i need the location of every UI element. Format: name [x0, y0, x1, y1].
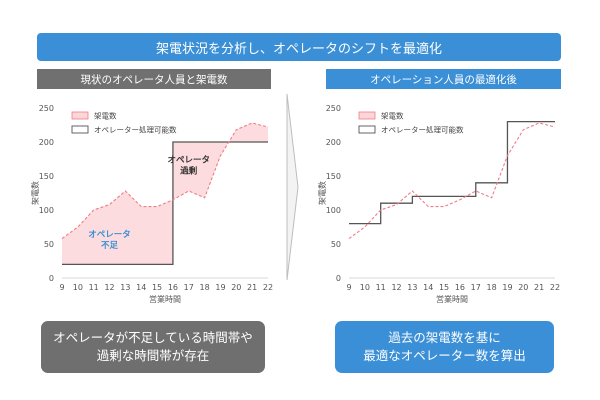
x-tick-label: 17 — [184, 283, 194, 292]
y-tick-label: 0 — [336, 274, 341, 283]
y-tick-label: 250 — [326, 104, 341, 113]
chart-svg-current: 0 50 100 150 200 250 9 10 11 12 13 14 15 16 17 18 19 20 21… — [30, 104, 273, 304]
callout-line-2: 最適なオペレーター数を算出 — [363, 348, 526, 363]
callout-line-1: 過去の架電数を基に — [388, 330, 501, 345]
legend-label-capacity: オペレーター処理可能数 — [94, 125, 177, 135]
current-staffing-chart: 0 50 100 150 200 250 9 10 11 12 13 14 15 16 17 18 19 20 21… — [28, 96, 278, 311]
x-tick-label: 16 — [168, 283, 178, 292]
legend-label-calls: 架電数 — [381, 111, 404, 121]
x-tick-label: 18 — [200, 283, 210, 292]
x-tick-label: 15 — [439, 283, 449, 292]
x-tick-label: 13 — [120, 283, 130, 292]
x-tick-label: 21 — [247, 283, 257, 292]
y-tick-label: 0 — [49, 274, 54, 283]
optimized-staffing-chart: 0 50 100 150 200 250 9 10 11 12 13 14 15 16 17 18 19 20 21… — [315, 96, 565, 311]
x-tick-label: 10 — [360, 283, 370, 292]
annotation-line-1: オペレータ — [168, 154, 211, 165]
chart-svg-optimized: 0 50 100 150 200 250 9 10 11 12 13 14 15 16 17 18 19 20 21… — [317, 104, 560, 304]
series-line-calls — [348, 122, 556, 240]
legend-label-calls: 架電数 — [94, 111, 117, 121]
page-banner: 架電状況を分析し、オペレータのシフトを最適化 — [37, 33, 561, 61]
series-line-capacity — [62, 141, 268, 266]
gap-area — [62, 122, 268, 265]
x-tick-label: 10 — [73, 283, 83, 292]
optimized-state-callout: 過去の架電数を基に 最適なオペレーター数を算出 — [335, 321, 554, 373]
callout-line-2: 過剰な時間帯が存在 — [96, 348, 210, 363]
callout-line-1: オペレータが不足している時間帯や — [53, 330, 253, 345]
x-tick-label: 16 — [455, 283, 465, 292]
x-tick-label: 11 — [376, 283, 386, 292]
x-tick-label: 14 — [136, 283, 146, 292]
x-tick-label: 13 — [407, 283, 417, 292]
x-tick-label: 14 — [423, 283, 433, 292]
x-axis-title: 営業時間 — [149, 294, 181, 304]
x-axis-title: 営業時間 — [436, 294, 468, 304]
y-tick-label: 200 — [326, 138, 341, 147]
y-tick-label: 150 — [39, 172, 54, 181]
annotation-line-1: オペレータ — [88, 229, 131, 240]
series-line-capacity — [349, 120, 555, 225]
x-tick-label: 9 — [59, 283, 64, 292]
y-tick-label: 50 — [331, 240, 341, 249]
optimized-state-header: オペレーション人員の最適化後 — [326, 69, 561, 89]
legend-label-capacity: オペレーター処理可能数 — [381, 125, 464, 135]
y-tick-label: 200 — [39, 138, 54, 147]
y-tick-label: 100 — [39, 206, 54, 215]
x-tick-label: 19 — [502, 283, 512, 292]
x-tick-label: 9 — [346, 283, 351, 292]
current-state-callout: オペレータが不足している時間帯や 過剰な時間帯が存在 — [41, 321, 265, 373]
y-tick-label: 100 — [326, 206, 341, 215]
y-tick-label: 250 — [39, 104, 54, 113]
legend-swatch-capacity — [358, 125, 376, 134]
y-tick-label: 50 — [44, 240, 54, 249]
x-tick-label: 19 — [215, 283, 225, 292]
series-line-calls — [61, 122, 269, 240]
annotation-line-2: 過剰 — [179, 165, 197, 176]
x-tick-label: 12 — [104, 283, 114, 292]
x-tick-label: 17 — [471, 283, 481, 292]
x-tick-label: 18 — [487, 283, 497, 292]
x-tick-label: 22 — [263, 283, 273, 292]
x-tick-label: 21 — [534, 283, 544, 292]
legend-swatch-calls — [358, 111, 376, 120]
x-tick-label: 12 — [391, 283, 401, 292]
chevron-right-icon — [286, 93, 299, 281]
x-tick-label: 20 — [518, 283, 528, 292]
current-state-header: 現状のオペレータ人員と架電数 — [37, 69, 271, 89]
y-axis-title: 架電数 — [30, 181, 40, 205]
y-axis-title: 架電数 — [317, 181, 327, 205]
y-tick-label: 150 — [326, 172, 341, 181]
legend-swatch-capacity — [71, 125, 89, 134]
annotation-line-2: 不足 — [101, 241, 119, 251]
x-tick-label: 11 — [89, 283, 99, 292]
legend-swatch-calls — [71, 111, 89, 120]
x-tick-label: 20 — [231, 283, 241, 292]
x-tick-label: 15 — [152, 283, 162, 292]
x-tick-label: 22 — [550, 283, 560, 292]
